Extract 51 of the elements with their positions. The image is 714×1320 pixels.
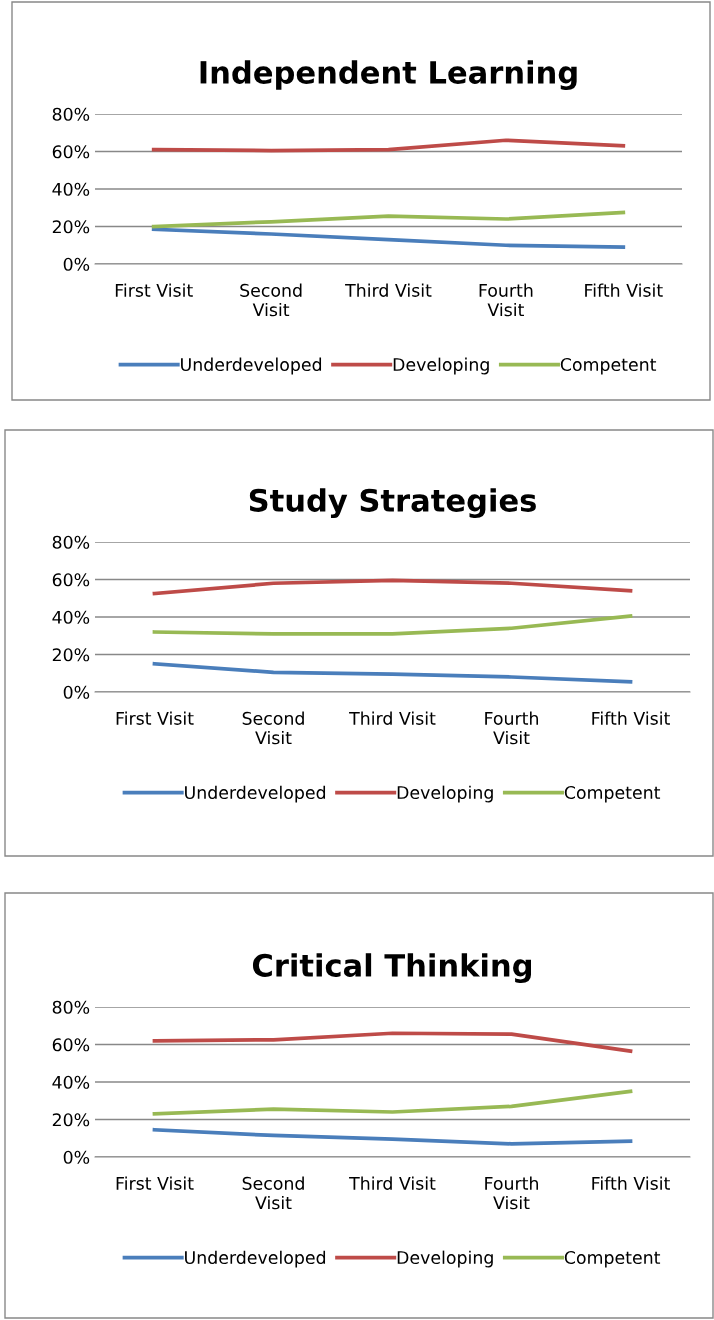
x-tick-label: Fifth Visit: [592, 711, 670, 725]
x-tick-label: First Visit: [116, 1176, 194, 1190]
y-tick-label: 0%: [63, 685, 90, 699]
x-tick-label: First Visit: [116, 711, 194, 725]
line-series: [151, 138, 626, 153]
y-tick-label: 40%: [52, 1075, 90, 1089]
y-tick-label: 60%: [52, 573, 90, 587]
x-tick-label: Third Visit: [345, 283, 432, 297]
legend-label: Underdeveloped: [185, 785, 326, 803]
legend-label: Underdeveloped: [181, 357, 322, 375]
legend-label: Competent: [564, 785, 661, 803]
x-tick-label: Second Visit: [242, 1176, 304, 1210]
y-tick-label: 0%: [63, 257, 90, 271]
legend-label: Underdeveloped: [185, 1250, 326, 1268]
line-series: [151, 227, 626, 249]
y-tick-label: 40%: [52, 610, 90, 624]
chart-title: Independent Learning: [200, 60, 577, 91]
y-tick-label: 20%: [52, 220, 90, 234]
legend-label: Developing: [397, 785, 493, 803]
chart-title: Study Strategies: [249, 488, 536, 519]
x-tick-label: Second Visit: [242, 711, 304, 745]
line-series: [151, 210, 626, 229]
x-tick-label: Fifth Visit: [592, 1176, 670, 1190]
chart-title: Critical Thinking: [252, 953, 531, 984]
y-tick-label: 80%: [52, 1000, 90, 1014]
x-tick-label: Fourth Visit: [485, 711, 538, 745]
legend-label: Developing: [393, 357, 489, 375]
line-series: [152, 1127, 633, 1146]
y-tick-label: 40%: [52, 182, 90, 196]
y-tick-label: 80%: [52, 535, 90, 549]
x-tick-label: First Visit: [115, 283, 193, 297]
x-tick-label: Fifth Visit: [585, 283, 663, 297]
line-series: [152, 1031, 633, 1053]
x-tick-label: Third Visit: [349, 711, 436, 725]
x-tick-label: Third Visit: [349, 1176, 436, 1190]
y-tick-label: 80%: [52, 107, 90, 121]
y-tick-label: 20%: [52, 648, 90, 662]
legend-label: Developing: [397, 1250, 493, 1268]
line-series: [152, 614, 633, 636]
y-tick-label: 60%: [52, 1038, 90, 1052]
y-tick-label: 20%: [52, 1113, 90, 1127]
x-tick-label: Fourth Visit: [479, 283, 533, 317]
x-tick-label: Second Visit: [240, 283, 302, 317]
line-series: [152, 1089, 633, 1116]
legend-label: Competent: [560, 357, 657, 375]
y-tick-label: 0%: [63, 1150, 90, 1164]
legend-label: Competent: [564, 1250, 661, 1268]
x-tick-label: Fourth Visit: [485, 1176, 538, 1210]
line-series: [152, 578, 633, 596]
y-tick-label: 60%: [52, 145, 90, 159]
line-series: [152, 661, 633, 684]
